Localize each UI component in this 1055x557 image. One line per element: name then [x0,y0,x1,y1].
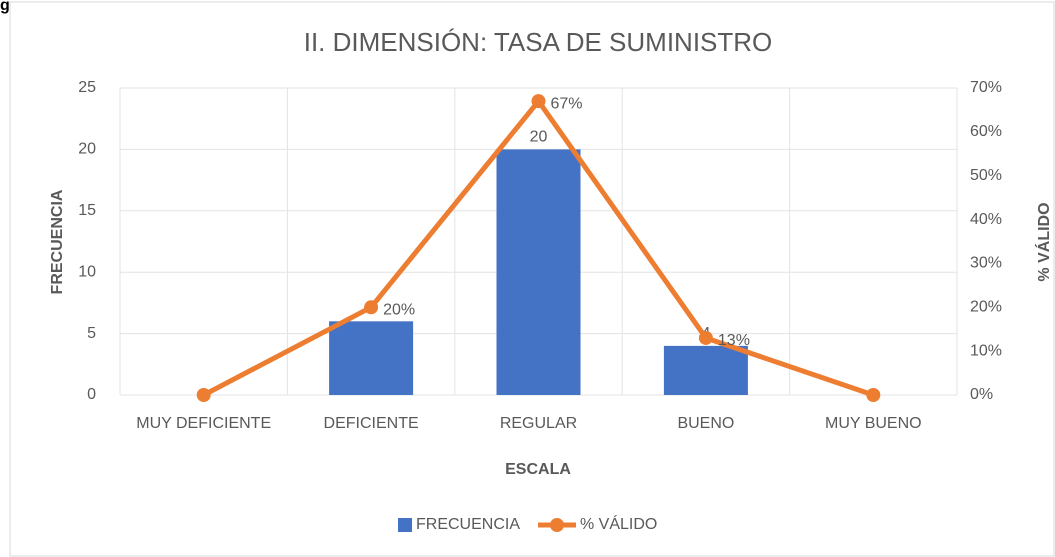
bar-value-label: 20 [530,129,548,146]
legend-swatch-marker [550,518,564,532]
line-marker [196,388,211,402]
x-tick-label: MUY DEFICIENTE [136,415,271,432]
x-tick-label: BUENO [677,415,734,432]
line-value-label: 13% [718,332,750,349]
line-value-label: 20% [383,302,415,319]
heading-fragment: g [0,0,10,14]
x-tick-label: REGULAR [500,415,577,432]
y-axis-label: FRECUENCIA [49,189,66,294]
y2-tick-label: 20% [970,299,1002,316]
line-marker [698,330,713,345]
y2-axis-label: % VÁLIDO [1034,202,1053,281]
line-marker [364,300,379,315]
line-marker [866,388,881,402]
y2-tick-label: 0% [970,386,993,403]
bar [329,321,414,395]
bar [496,149,581,395]
bar [663,345,748,395]
chart-title: II. DIMENSIÓN: TASA DE SUMINISTRO [304,27,773,57]
line-marker [531,94,546,109]
x-tick-label: MUY BUENO [825,415,922,432]
legend-label: % VÁLIDO [580,514,657,533]
y-tick-label: 10 [78,263,96,280]
y-tick-label: 5 [87,325,96,342]
y2-tick-label: 40% [970,211,1002,228]
y-tick-label: 0 [87,386,96,403]
y2-tick-label: 30% [970,255,1002,272]
y2-tick-label: 10% [970,342,1002,359]
x-axis-label: ESCALA [505,461,571,478]
legend-swatch [398,518,412,532]
y-tick-label: 25 [78,79,96,96]
x-tick-label: DEFICIENTE [324,415,419,432]
line-value-label: 67% [551,95,583,112]
y2-tick-label: 60% [970,123,1002,140]
legend-label: FRECUENCIA [416,516,520,533]
y2-tick-label: 70% [970,79,1002,96]
y-tick-label: 15 [78,202,96,219]
y2-tick-label: 50% [970,167,1002,184]
y-tick-label: 20 [78,141,96,158]
